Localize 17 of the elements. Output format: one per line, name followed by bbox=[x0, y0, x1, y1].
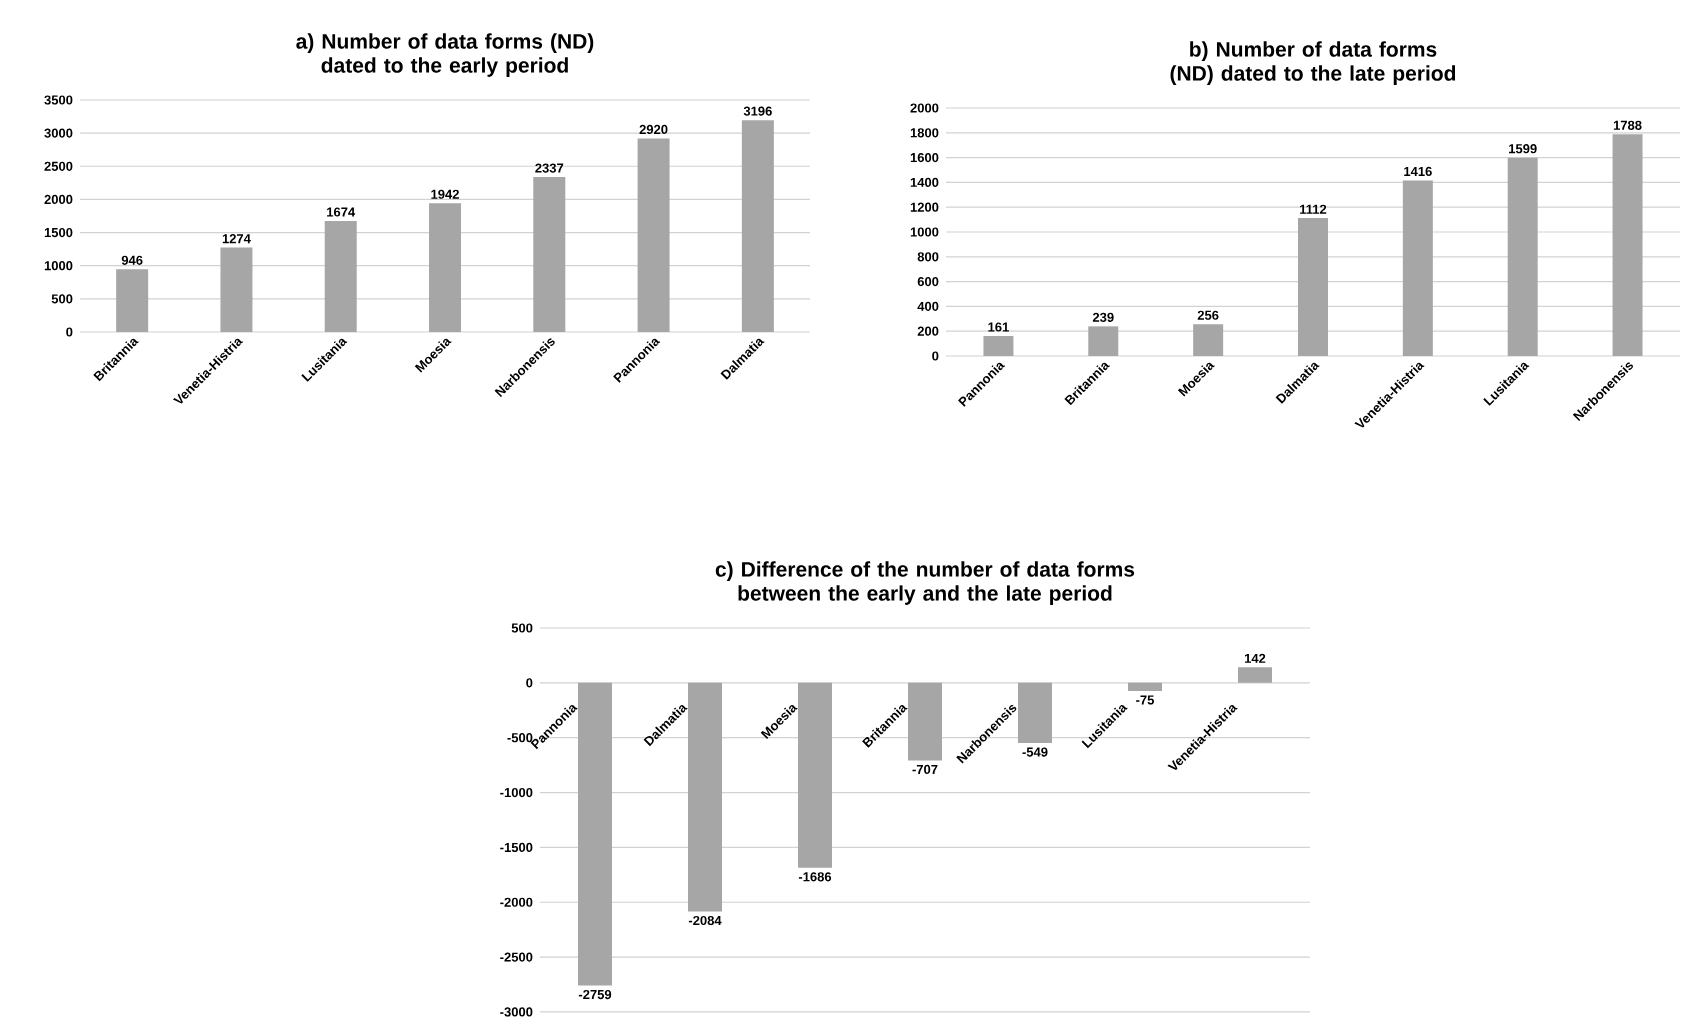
chart-title: a) Number of data forms (ND) dated to the early period bbox=[296, 33, 594, 77]
bar bbox=[533, 177, 566, 332]
bar bbox=[983, 336, 1014, 356]
bar bbox=[1193, 324, 1224, 356]
chart-title: c) Difference of the number of data forms between the early and the late period bbox=[715, 561, 1135, 605]
chart-title: b) Number of data forms (ND) dated to the late period bbox=[1170, 41, 1456, 85]
bar bbox=[116, 269, 149, 332]
bar bbox=[1088, 326, 1119, 356]
bar bbox=[637, 138, 670, 332]
bar bbox=[324, 221, 357, 332]
bar bbox=[1507, 157, 1538, 356]
bar bbox=[1612, 134, 1643, 356]
bar bbox=[1402, 180, 1433, 356]
bar bbox=[220, 247, 253, 332]
bar bbox=[429, 203, 462, 332]
bar bbox=[1297, 218, 1328, 356]
bar bbox=[741, 120, 774, 332]
